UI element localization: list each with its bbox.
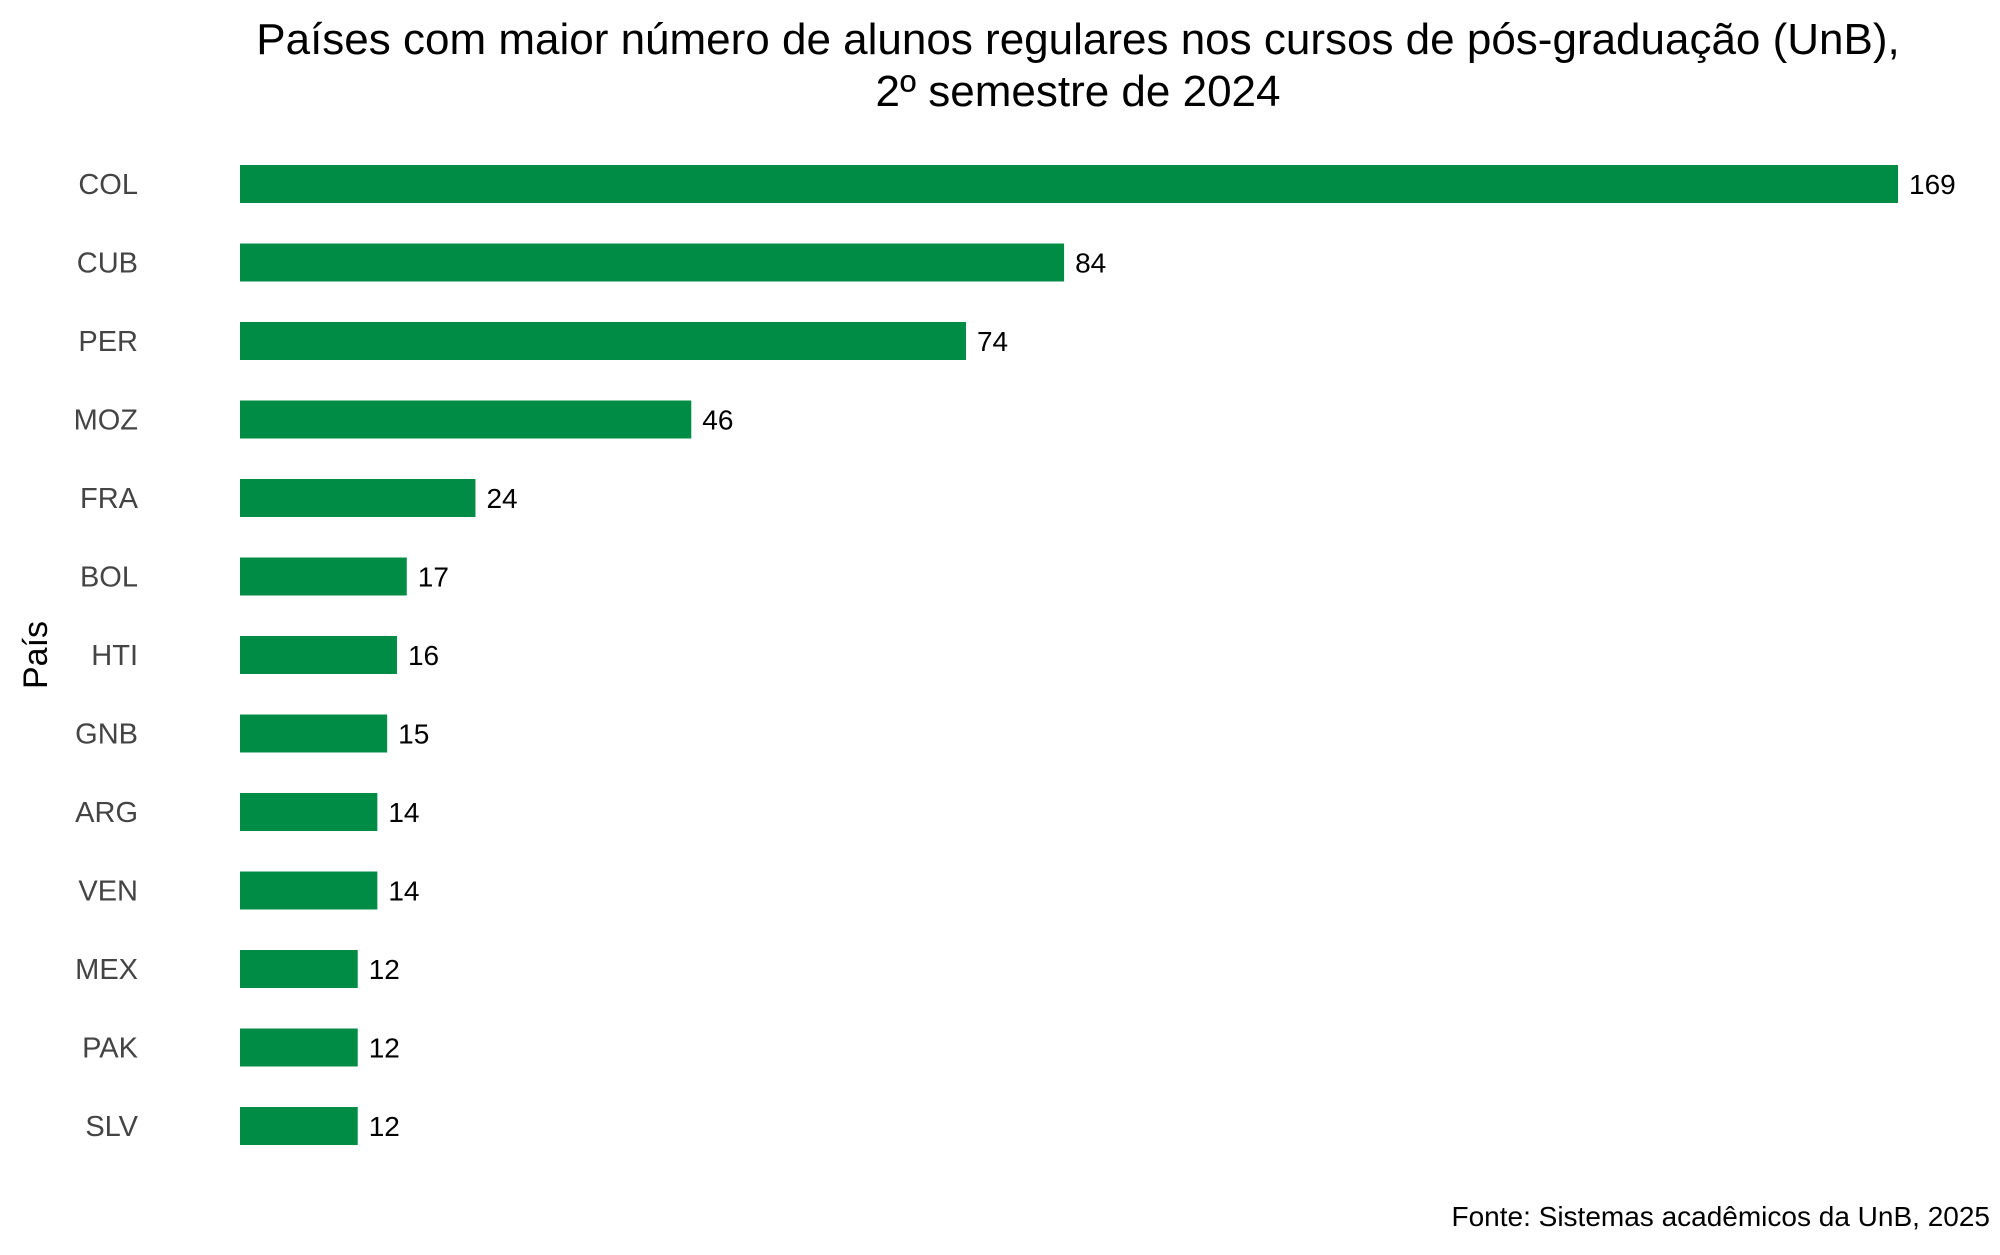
bar-value-label: 16 — [408, 640, 439, 671]
y-tick-label: HTI — [91, 640, 138, 672]
bar-fra — [240, 479, 476, 517]
bar-value-label: 15 — [398, 719, 429, 750]
y-tick-label: MEX — [75, 954, 138, 986]
bar-value-label: 14 — [388, 876, 419, 907]
chart-caption: Fonte: Sistemas acadêmicos da UnB, 2025 — [1451, 1201, 1990, 1232]
y-tick-label: PAK — [82, 1033, 139, 1065]
bar-value-label: 84 — [1075, 248, 1106, 279]
y-tick-label: MOZ — [74, 405, 138, 437]
y-axis-title: País — [17, 621, 55, 689]
y-tick-label: FRA — [80, 483, 139, 515]
bar-value-label: 14 — [388, 797, 419, 828]
bar-slv — [240, 1107, 358, 1145]
chart-subtitle: 2º semestre de 2024 — [876, 67, 1281, 116]
y-tick-label: COL — [78, 169, 138, 201]
bar-ven — [240, 871, 378, 910]
bar-value-label: 46 — [702, 405, 733, 436]
bar-value-label: 169 — [1909, 169, 1956, 200]
bar-cub — [240, 243, 1065, 282]
bar-hti — [240, 636, 397, 674]
bar-value-label: 12 — [369, 1111, 400, 1142]
y-tick-label: SLV — [85, 1111, 138, 1143]
y-tick-label: CUB — [77, 248, 138, 280]
bar-gnb — [240, 714, 388, 753]
bar-mex — [240, 950, 358, 988]
bar-value-label: 74 — [977, 326, 1008, 357]
bar-bol — [240, 557, 407, 596]
chart-title: Países com maior número de alunos regula… — [256, 15, 1900, 64]
bars-layer: COL 169 CUB 84 PER 74 MOZ 46 FRA 24 BOL 17 HTI 16 GNB 1… — [74, 165, 1956, 1145]
y-tick-label: PER — [78, 326, 138, 358]
y-tick-label: BOL — [80, 562, 138, 594]
bar-arg — [240, 793, 378, 831]
y-tick-label: GNB — [75, 719, 138, 751]
bar-col — [240, 165, 1898, 203]
bar-value-label: 12 — [369, 954, 400, 985]
bar-value-label: 24 — [486, 483, 517, 514]
bar-moz — [240, 400, 692, 439]
y-tick-label: VEN — [78, 876, 138, 908]
bar-value-label: 17 — [418, 562, 449, 593]
bar-per — [240, 322, 966, 360]
bar-pak — [240, 1028, 358, 1067]
bar-value-label: 12 — [369, 1033, 400, 1064]
y-tick-label: ARG — [75, 797, 138, 829]
